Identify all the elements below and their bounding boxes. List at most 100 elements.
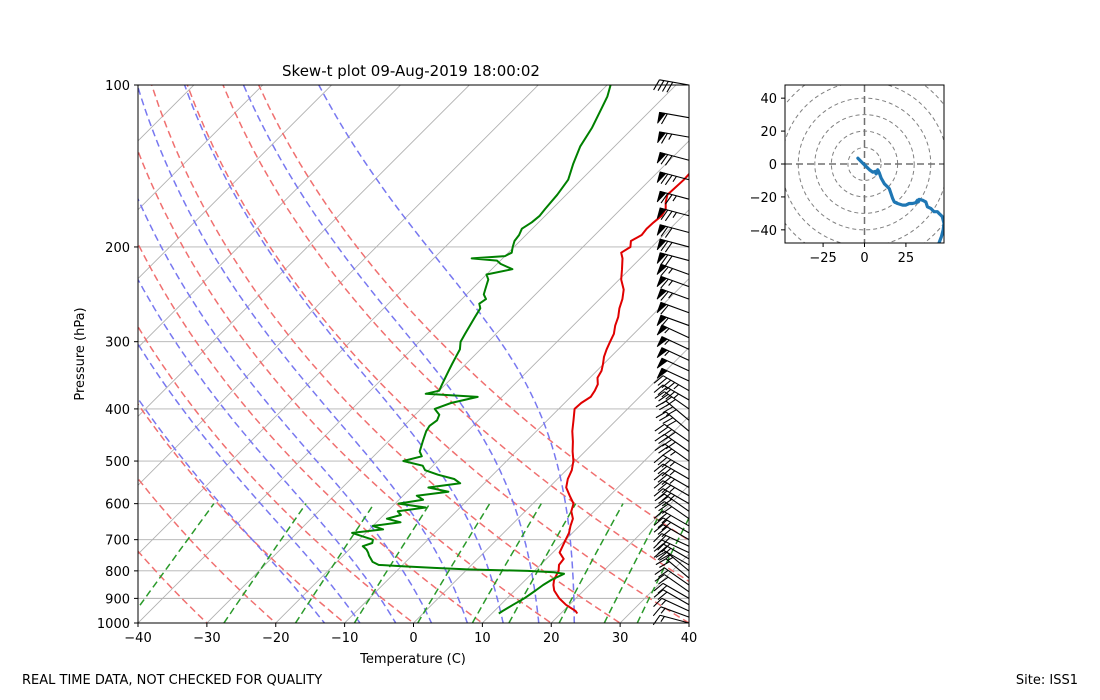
wind-barb [653, 384, 690, 401]
temperature-profile-line [552, 172, 689, 615]
moist-adiabat-line [138, 85, 469, 623]
wind-barb [653, 79, 690, 93]
quality-disclaimer: REAL TIME DATA, NOT CHECKED FOR QUALITY [22, 673, 323, 688]
mixing-ratio-line [353, 503, 431, 623]
mixing-ratio-line [636, 516, 689, 623]
wind-barb [656, 171, 690, 186]
isotherm-line [138, 85, 195, 142]
wind-barb [655, 558, 690, 579]
hodo-y-tick-label: 0 [769, 158, 777, 173]
hodo-y-tick-label: 40 [760, 92, 777, 107]
wind-barb [653, 454, 690, 471]
moist-adiabat-line [183, 85, 504, 623]
skewt-x-ticks: −40 −30 −20 −10 0 10 20 30 40 [124, 623, 697, 646]
skewt-y-ticks: 1000 900 800 700 600 500 400 300 200 100 [97, 79, 138, 632]
y-tick-label: 300 [105, 336, 130, 351]
wind-barb [653, 597, 690, 612]
wind-barb [656, 207, 690, 222]
hodograph-ticks: −25 0 25 −40 −20 0 20 40 [750, 92, 915, 266]
x-tick-label: 10 [474, 631, 491, 646]
wind-barb [653, 463, 690, 480]
dewpoint-profile-line [351, 85, 612, 615]
wind-barb [653, 517, 690, 534]
wind-barb [656, 336, 690, 350]
mixing-ratio-line [294, 503, 375, 623]
hodo-y-tick-label: −20 [750, 191, 777, 206]
wind-barb [653, 589, 690, 606]
wind-barb [656, 314, 690, 328]
wind-barb [653, 510, 690, 527]
dry-adiabat-line [138, 149, 553, 623]
skewt-profiles [351, 85, 689, 615]
wind-barb [655, 400, 690, 421]
isotherm-line [138, 85, 333, 280]
moist-adiabat-line [242, 85, 540, 623]
y-tick-label: 400 [105, 403, 130, 418]
wind-barb [656, 301, 690, 315]
isotherm-line [138, 85, 264, 211]
isotherm-line [138, 85, 608, 555]
isotherm-line [343, 277, 689, 623]
x-tick-label: −30 [193, 631, 220, 646]
y-tick-label: 1000 [97, 617, 130, 632]
wind-barb [654, 574, 690, 593]
isotherm-line [0, 73, 137, 634]
dry-adiabat-line [222, 85, 689, 583]
wind-barb [656, 367, 690, 382]
skewt-panel: Skew-t plot 09-Aug-2019 18:00:02 −40 −30 −… [0, 62, 697, 667]
wind-barb [657, 111, 690, 125]
wind-barb [653, 488, 690, 505]
x-tick-label: 0 [409, 631, 417, 646]
moist-adiabat-line [138, 342, 361, 623]
isotherm-line [138, 85, 471, 418]
hodograph-ring [847, 147, 882, 181]
wind-barb [656, 224, 690, 238]
y-tick-label: 900 [105, 592, 130, 607]
hodograph-panel: −25 0 25 −40 −20 0 20 40 [750, 84, 945, 266]
wind-barb [654, 501, 690, 520]
moist-adiabat-line [138, 397, 326, 623]
dry-adiabat-line [138, 550, 208, 623]
wind-barb [656, 151, 690, 166]
isotherm-line [206, 140, 689, 623]
dry-adiabat-line [138, 402, 346, 623]
isotherm-line [138, 85, 677, 623]
isotherm-line [688, 622, 689, 623]
site-label: Site: ISS1 [1015, 673, 1078, 688]
skewt-frame [137, 84, 690, 624]
wind-barb [654, 391, 690, 410]
wind-barb [656, 288, 690, 301]
dry-adiabat-line [138, 477, 277, 623]
hodo-x-tick-label: −25 [809, 251, 836, 266]
x-tick-label: −10 [331, 631, 358, 646]
dry-adiabat-line [138, 325, 415, 623]
wind-barb [653, 582, 690, 599]
wind-barb [656, 252, 690, 266]
moist-adiabat-line [317, 85, 576, 623]
skewt-title: Skew-t plot 09-Aug-2019 18:00:02 [282, 62, 540, 80]
mixing-ratio-line [223, 503, 307, 623]
y-tick-label: 100 [105, 79, 130, 94]
isotherm-line [0, 73, 68, 634]
dry-adiabat-line [186, 85, 689, 623]
skewt-reference-lines [0, 73, 689, 634]
y-tick-label: 500 [105, 455, 130, 470]
wind-barb [655, 411, 690, 432]
wind-barb [656, 190, 690, 205]
y-tick-label: 700 [105, 534, 130, 549]
wind-barb [652, 614, 690, 626]
x-tick-label: 30 [612, 631, 629, 646]
wind-barb [653, 524, 690, 541]
x-tick-label: −40 [124, 631, 151, 646]
hodograph-wind-trace [856, 156, 944, 243]
isotherm-line [138, 85, 539, 486]
wind-barb [652, 606, 690, 618]
isotherm-line [412, 346, 689, 623]
hodo-y-tick-label: −40 [750, 224, 777, 239]
hodo-x-tick-label: 25 [898, 251, 915, 266]
wind-barb [653, 533, 690, 547]
mixing-ratio-line [558, 503, 624, 623]
mixing-ratio-line [603, 503, 667, 623]
wind-barb [653, 472, 690, 489]
